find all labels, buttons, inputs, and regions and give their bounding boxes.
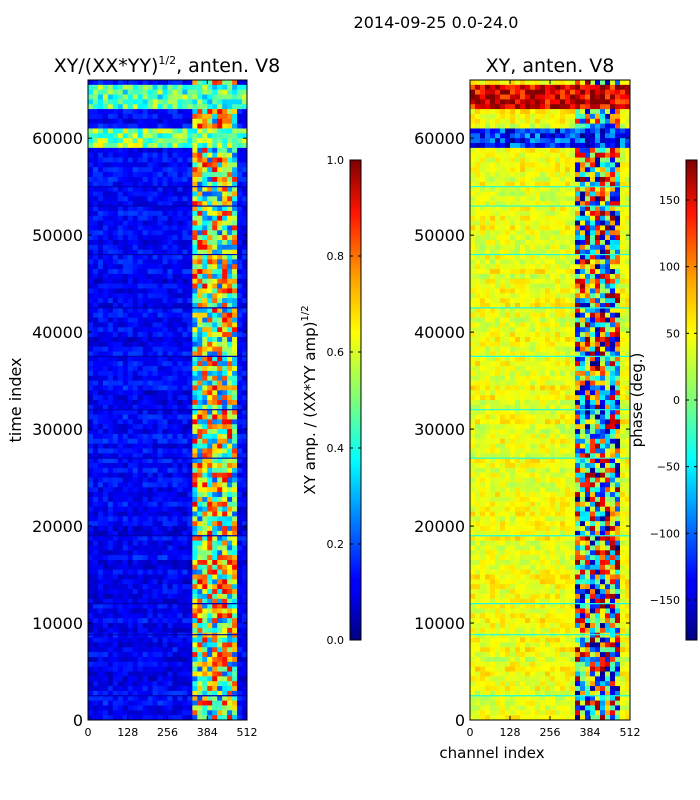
ytick-label: 10000 bbox=[32, 614, 83, 633]
amplitude-colorbar-gradient bbox=[349, 159, 362, 641]
amplitude-title: XY/(XX*YY)1/2, anten. V8 bbox=[54, 54, 280, 77]
colorbar-tick-label: 0.0 bbox=[327, 634, 345, 647]
xtick-label: 128 bbox=[117, 726, 138, 739]
xtick-label: 128 bbox=[500, 726, 521, 739]
ytick-label: 20000 bbox=[32, 517, 83, 536]
phase-heatmap bbox=[470, 80, 630, 720]
colorbar-tick-label: −50 bbox=[657, 461, 680, 474]
amplitude-colorbar: 0.0 0.2 0.4 0.6 0.8 1.0 XY amp. / (XX*YY amp)… bbox=[300, 154, 362, 647]
figure-suptitle: 2014-09-25 0.0-24.0 bbox=[354, 13, 519, 32]
phase-title: XY, anten. V8 bbox=[486, 55, 615, 77]
phase-colorbar-ticks: −150 −100 −50 0 50 100 150 bbox=[650, 194, 697, 607]
xtick-label: 256 bbox=[540, 726, 561, 739]
ytick-label: 50000 bbox=[414, 226, 465, 245]
amplitude-colorbar-label: XY amp. / (XX*YY amp)1/2 bbox=[300, 305, 319, 494]
ytick-label: 30000 bbox=[414, 420, 465, 439]
amplitude-colorbar-ticks: 0.0 0.2 0.4 0.6 0.8 1.0 bbox=[327, 154, 361, 647]
ytick-label: 30000 bbox=[32, 420, 83, 439]
colorbar-tick-label: 0.2 bbox=[327, 538, 345, 551]
ytick-label: 60000 bbox=[414, 129, 465, 148]
ytick-label: 50000 bbox=[32, 226, 83, 245]
phase-colorbar-label: phase (deg.) bbox=[628, 353, 646, 448]
ytick-label: 60000 bbox=[32, 129, 83, 148]
xtick-label: 384 bbox=[197, 726, 218, 739]
colorbar-tick-label: 0.6 bbox=[327, 346, 345, 359]
ytick-label: 20000 bbox=[414, 517, 465, 536]
colorbar-tick-label: 0 bbox=[673, 394, 680, 407]
colorbar-tick-label: 150 bbox=[659, 194, 680, 207]
phase-ticks: 0 128 256 384 512 0 10000 20000 30000 40000 50000 6… bbox=[414, 80, 641, 739]
phase-panel: XY, anten. V8 0 128 256 384 512 0 10000 20000 30… bbox=[414, 55, 640, 762]
colorbar-tick-label: −150 bbox=[650, 594, 680, 607]
amplitude-panel: XY/(XX*YY)1/2, anten. V8 0 128 256 384 512 0 1… bbox=[6, 54, 280, 739]
colorbar-tick-label: 100 bbox=[659, 261, 680, 274]
phase-colorbar: −150 −100 −50 0 50 100 150 phase (deg.) bbox=[628, 159, 698, 641]
xtick-label: 384 bbox=[580, 726, 601, 739]
xtick-label: 512 bbox=[237, 726, 258, 739]
ytick-label: 40000 bbox=[32, 323, 83, 342]
colorbar-tick-label: 50 bbox=[666, 327, 680, 340]
xtick-label: 0 bbox=[85, 726, 92, 739]
xtick-label: 512 bbox=[620, 726, 641, 739]
xtick-label: 0 bbox=[467, 726, 474, 739]
ytick-label: 40000 bbox=[414, 323, 465, 342]
xtick-label: 256 bbox=[157, 726, 178, 739]
colorbar-tick-label: 1.0 bbox=[327, 154, 345, 167]
amplitude-ylabel: time index bbox=[6, 357, 25, 442]
ytick-label: 10000 bbox=[414, 614, 465, 633]
phase-xlabel: channel index bbox=[439, 744, 544, 762]
colorbar-tick-label: −100 bbox=[650, 527, 680, 540]
amplitude-heatmap bbox=[88, 80, 247, 720]
ytick-label: 0 bbox=[455, 711, 465, 730]
ytick-label: 0 bbox=[73, 711, 83, 730]
amplitude-ticks: 0 128 256 384 512 0 10000 20000 30000 40000 50000 6… bbox=[32, 80, 258, 739]
colorbar-tick-label: 0.4 bbox=[327, 442, 345, 455]
colorbar-tick-label: 0.8 bbox=[327, 250, 345, 263]
